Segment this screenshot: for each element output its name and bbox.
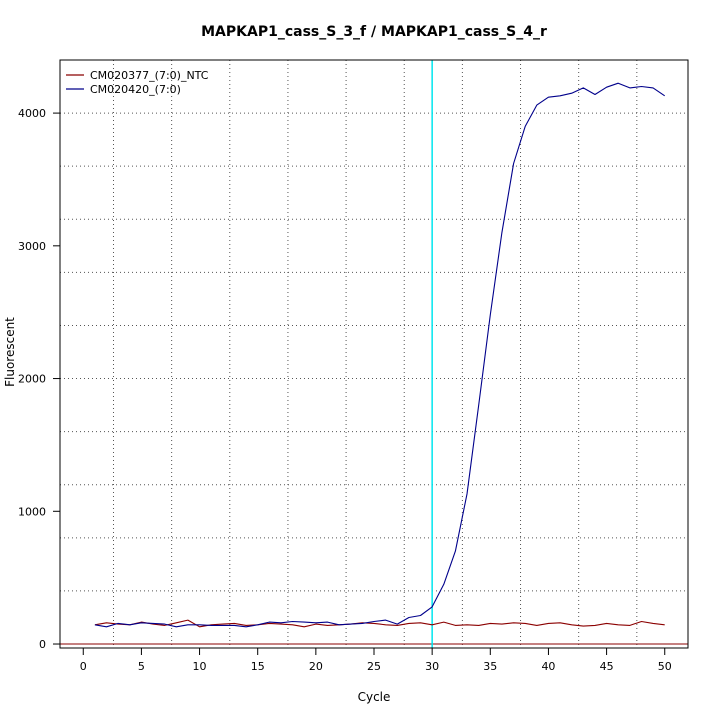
- x-tick-label: 45: [600, 660, 614, 673]
- series-lines: [94, 82, 666, 628]
- x-axis: 0 5 10 15 20 25 30 35 40 45 50: [80, 648, 672, 673]
- x-tick-label: 30: [425, 660, 439, 673]
- x-tick-label: 25: [367, 660, 381, 673]
- y-tick-label: 1000: [18, 505, 46, 518]
- y-axis: 0 1000 2000 3000 4000: [18, 107, 60, 651]
- legend-label-1: CM020377_(7:0)_NTC: [90, 69, 209, 82]
- series-line-2: [94, 82, 666, 628]
- x-tick-label: 35: [483, 660, 497, 673]
- x-tick-label: 15: [251, 660, 265, 673]
- legend-label-2: CM020420_(7:0): [90, 83, 181, 96]
- y-tick-label: 0: [39, 638, 46, 651]
- x-axis-label: Cycle: [358, 690, 391, 704]
- y-axis-label: Fluorescent: [3, 317, 17, 387]
- x-tick-label: 5: [138, 660, 145, 673]
- x-tick-label: 50: [658, 660, 672, 673]
- y-tick-label: 4000: [18, 107, 46, 120]
- x-tick-label: 10: [193, 660, 207, 673]
- series-line-1: [94, 619, 665, 628]
- grid-lines: [60, 60, 688, 648]
- y-tick-label: 2000: [18, 373, 46, 386]
- y-tick-label: 3000: [18, 240, 46, 253]
- x-tick-label: 0: [80, 660, 87, 673]
- x-tick-label: 20: [309, 660, 323, 673]
- chart-title: MAPKAP1_cass_S_3_f / MAPKAP1_cass_S_4_r: [201, 24, 547, 40]
- reference-lines: [60, 60, 688, 648]
- x-tick-label: 40: [541, 660, 555, 673]
